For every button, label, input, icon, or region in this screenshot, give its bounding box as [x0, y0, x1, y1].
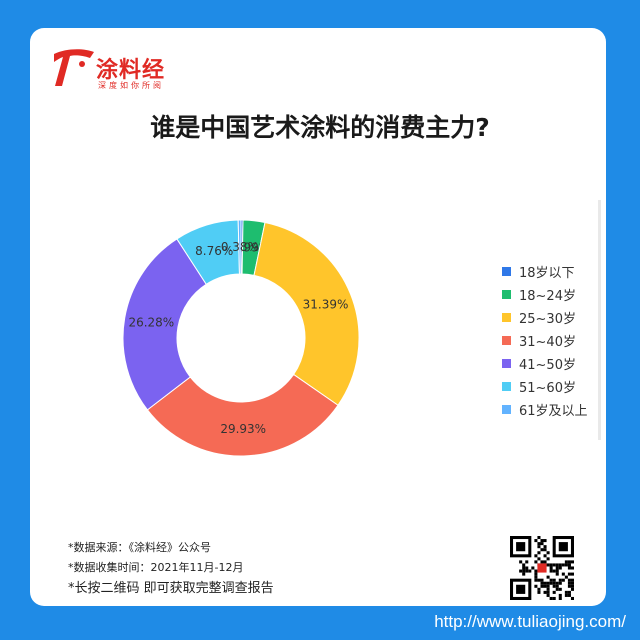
- slice-label-6: 0.38%: [221, 240, 259, 254]
- slice-label-3: 29.93%: [220, 422, 266, 436]
- legend-swatch: [502, 336, 511, 345]
- legend-item[interactable]: 18~24岁: [502, 283, 588, 306]
- footer-notes: *数据来源：《涂料经》公众号 *数据收集时间：2021年11月-12月 *长按二…: [68, 538, 274, 600]
- brand-logo: 涂料经 深度如你所阅: [52, 48, 182, 96]
- legend-item[interactable]: 41~50岁: [502, 352, 588, 375]
- legend-swatch: [502, 405, 511, 414]
- site-url[interactable]: http://www.tuliaojing.com/: [434, 612, 626, 631]
- brand-mark-icon: [54, 49, 94, 86]
- legend-swatch: [502, 267, 511, 276]
- panel-edge: [598, 200, 601, 440]
- slice-label-5: 8.76%: [195, 244, 233, 258]
- slice-3: [146, 373, 339, 457]
- slice-label-2: 31.39%: [303, 297, 349, 311]
- slice-2: [253, 221, 360, 406]
- legend-label: 41~50岁: [519, 358, 576, 373]
- legend-label: 61岁及以上: [519, 404, 588, 419]
- legend-swatch: [502, 359, 511, 368]
- legend-label: 51~60岁: [519, 381, 576, 396]
- brand-name: 涂料经: [96, 58, 166, 83]
- legend-item[interactable]: 61岁及以上: [502, 398, 588, 421]
- qr-hint-note: *长按二维码 即可获取完整调查报告: [68, 581, 274, 596]
- legend-item[interactable]: 51~60岁: [502, 375, 588, 398]
- legend-label: 31~40岁: [519, 335, 576, 350]
- slice-4: [122, 238, 207, 411]
- legend-swatch: [502, 290, 511, 299]
- legend-item[interactable]: 31~40岁: [502, 329, 588, 352]
- legend-label: 25~30岁: [519, 312, 576, 327]
- data-source-note: *数据来源：《涂料经》公众号: [68, 541, 211, 554]
- brand-tagline: 深度如你所阅: [98, 81, 164, 90]
- qr-code-icon[interactable]: [510, 536, 574, 600]
- chart-title: 谁是中国艺术涂料的消费主力?: [150, 113, 490, 142]
- chart-legend: 18岁以下 18~24岁 25~30岁 31~40岁 41~50岁 51~60岁 61岁及以…: [502, 260, 588, 421]
- legend-item[interactable]: 18岁以下: [502, 260, 588, 283]
- legend-label: 18岁以下: [519, 266, 575, 281]
- legend-item[interactable]: 25~30岁: [502, 306, 588, 329]
- slice-6: [237, 219, 242, 275]
- legend-swatch: [502, 313, 511, 322]
- legend-swatch: [502, 382, 511, 391]
- legend-label: 18~24岁: [519, 289, 576, 304]
- data-period-note: *数据收集时间：2021年11月-12月: [68, 561, 244, 574]
- slice-label-4: 26.28%: [128, 316, 174, 330]
